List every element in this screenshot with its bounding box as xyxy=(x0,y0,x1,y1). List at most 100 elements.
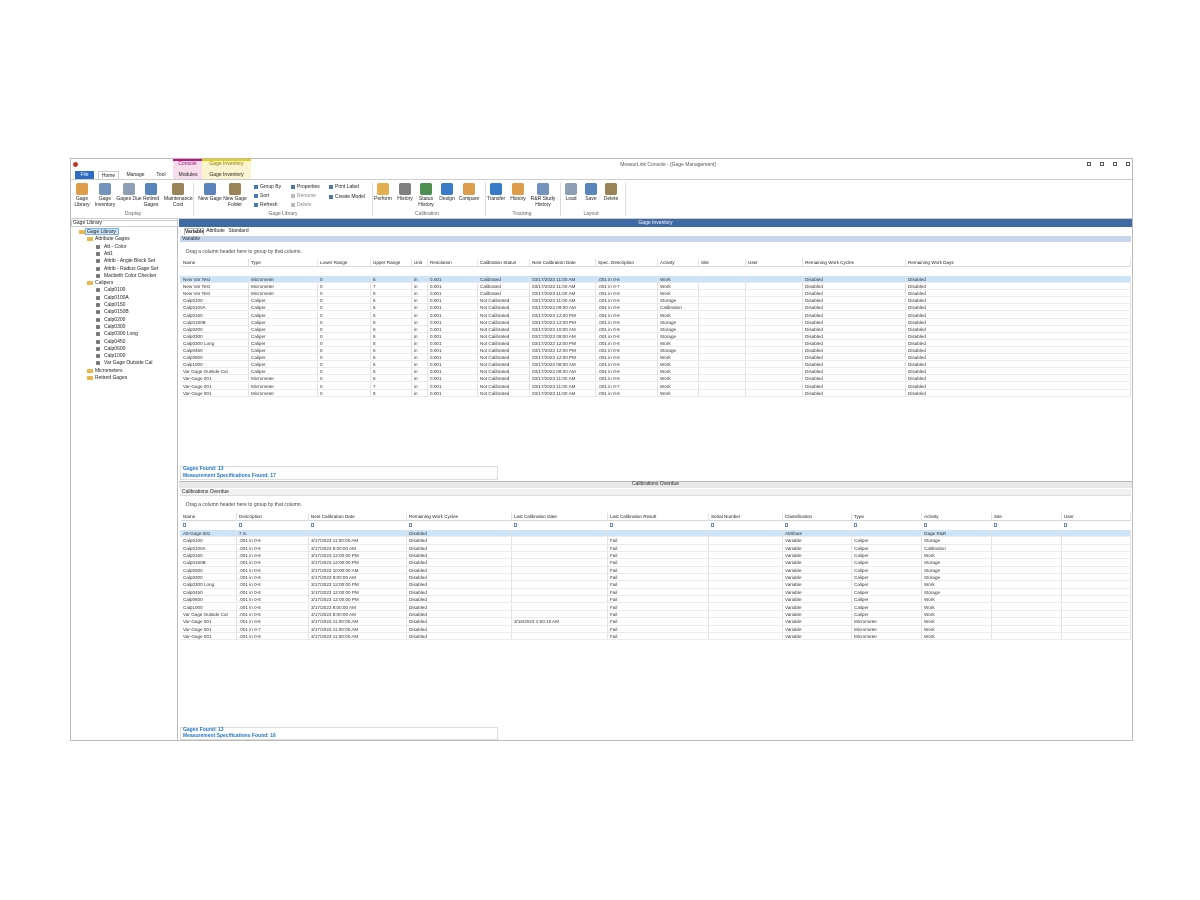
tree-item[interactable]: Calp0100A xyxy=(104,294,129,301)
column-header[interactable]: Type xyxy=(852,513,922,521)
ribbon-tab[interactable]: Modules xyxy=(178,172,198,178)
ribbon-tab[interactable]: Manage xyxy=(126,172,145,178)
tree-item[interactable]: Calp0150 xyxy=(104,302,126,308)
ribbon-button[interactable]: New Gage xyxy=(198,196,222,202)
grid-cell: Work xyxy=(922,596,992,604)
ribbon-button[interactable]: Gage Inventory xyxy=(94,196,116,208)
tree-item[interactable]: Macbeth Color Checker xyxy=(104,272,157,279)
ribbon-button[interactable]: History xyxy=(397,196,413,202)
column-header[interactable]: Last Calibration Date xyxy=(512,513,608,521)
tree-item[interactable]: Calp0450 xyxy=(104,338,126,345)
tree-folder[interactable]: Attribute Gages xyxy=(95,236,130,243)
tree-folder[interactable]: Retired Gages xyxy=(95,375,128,381)
column-header[interactable]: User xyxy=(746,259,803,267)
column-header[interactable]: User xyxy=(1062,513,1131,521)
ribbon-button[interactable]: Gages Due xyxy=(116,196,142,202)
grid-cell: 6 xyxy=(371,354,412,362)
filter-icon xyxy=(924,523,927,527)
tree-node[interactable]: Gage Library xyxy=(87,229,116,235)
view-tab[interactable]: Variable xyxy=(184,228,205,235)
grid-cell: .001 in 0-6 xyxy=(237,596,309,604)
grid-cell: Caliper xyxy=(249,325,318,333)
ribbon-tab[interactable]: Tool xyxy=(156,172,166,178)
ribbon-tab[interactable]: Home xyxy=(98,171,119,179)
tree-item[interactable]: Calp0600 xyxy=(104,345,126,352)
column-header[interactable]: Description xyxy=(237,513,309,521)
ribbon-tab[interactable]: File xyxy=(75,171,94,179)
selected-row xyxy=(180,276,1131,284)
ribbon-button[interactable]: Transfer xyxy=(486,196,506,202)
tree-item[interactable]: Calp1000 xyxy=(104,353,126,360)
ribbon-small-button[interactable]: Group By xyxy=(260,184,282,190)
ribbon-button[interactable]: Design xyxy=(439,196,455,202)
pane-header xyxy=(71,220,178,227)
ribbon-small-button[interactable]: Create Model xyxy=(335,194,366,200)
ribbon-small-button[interactable]: Rename xyxy=(297,193,316,199)
column-header[interactable]: Next Calibration Date xyxy=(530,259,596,267)
ribbon-tab[interactable]: Gage Inventory xyxy=(209,172,244,178)
column-header[interactable]: Next Calibration Date xyxy=(309,513,407,521)
grid-cell: in xyxy=(412,283,428,291)
grid-cell: .001 in 0-6 xyxy=(596,325,658,333)
tree-item[interactable]: Calp0150B xyxy=(104,309,129,316)
tree-folder[interactable]: Calipers xyxy=(95,280,114,287)
grid-cell xyxy=(699,347,746,355)
gage-icon xyxy=(96,266,100,271)
ribbon-small-button[interactable]: Properties xyxy=(297,184,320,190)
tree-item[interactable]: Attrib - Radius Gage Set xyxy=(104,265,159,272)
ribbon-button[interactable]: Load xyxy=(565,196,577,202)
tree-item[interactable]: Calp0100 xyxy=(104,287,126,294)
column-header[interactable]: Name xyxy=(181,259,249,267)
tree-item[interactable]: Calp0300 xyxy=(104,323,126,330)
ribbon-small-button[interactable]: Delete xyxy=(297,202,312,208)
ribbon-small-button[interactable]: Print Label xyxy=(335,184,359,190)
ribbon-separator xyxy=(485,182,486,216)
column-header[interactable]: Name xyxy=(181,513,237,521)
column-header[interactable]: Activity xyxy=(658,259,699,267)
ribbon-button[interactable]: Save xyxy=(585,196,597,202)
tree-item[interactable]: Calp0200 xyxy=(104,316,126,323)
context-bg xyxy=(173,161,202,179)
column-header[interactable]: Type xyxy=(249,259,318,267)
column-header[interactable]: Calibration Status xyxy=(478,259,530,267)
tree-folder[interactable]: Micrometers xyxy=(95,367,123,374)
ribbon-button[interactable]: Status History xyxy=(418,196,434,208)
ribbon-button[interactable]: Compare xyxy=(458,196,480,202)
view-tab[interactable]: Attribute xyxy=(206,228,225,234)
view-tab[interactable]: Standard xyxy=(228,228,249,234)
column-header[interactable]: Site xyxy=(992,513,1062,521)
column-header[interactable]: Site xyxy=(699,259,746,267)
ribbon-button[interactable]: Retired Gages xyxy=(142,196,160,208)
column-header[interactable]: Serial Number xyxy=(709,513,783,521)
grid-cell: 0.001 xyxy=(428,354,478,362)
ribbon-icon xyxy=(229,183,241,195)
ribbon-button[interactable]: New Gage Folder xyxy=(223,196,247,208)
column-header[interactable]: Upper Range xyxy=(371,259,412,267)
column-header[interactable]: Unit xyxy=(412,259,428,267)
column-header[interactable]: Last Calibration Result xyxy=(608,513,709,521)
tree-item[interactable]: Att - Color xyxy=(104,243,127,250)
grid-cell: 0 xyxy=(318,347,371,355)
column-header[interactable]: Remaining Work Cycles xyxy=(803,259,906,267)
ribbon-button[interactable]: Gage Library xyxy=(74,196,90,208)
column-header[interactable]: Remaining Work Cycles xyxy=(407,513,512,521)
grid-cell xyxy=(992,559,1062,567)
grid-cell: .001 in 0-6 xyxy=(237,588,309,597)
tree-item[interactable]: Var Gage Outside Cal xyxy=(104,360,153,367)
column-header[interactable]: Classification xyxy=(783,513,852,521)
tree-item[interactable]: Calp0300 Long xyxy=(104,331,138,338)
column-header[interactable]: Activity xyxy=(922,513,992,521)
column-header[interactable]: Resolution xyxy=(428,259,478,267)
tree-item[interactable]: Attrib - Angle Block Set xyxy=(104,258,156,265)
ribbon-small-button[interactable]: Refresh xyxy=(260,202,278,208)
ribbon-button[interactable]: Delete xyxy=(603,196,619,202)
column-header[interactable]: Lower Range xyxy=(318,259,371,267)
ribbon-small-button[interactable]: Sort xyxy=(260,193,270,199)
ribbon-button[interactable]: Maintenance Cost xyxy=(164,196,193,208)
ribbon-button[interactable]: History xyxy=(510,196,526,202)
column-header[interactable]: Remaining Work Days xyxy=(906,259,1131,267)
ribbon-button[interactable]: Perform xyxy=(374,196,392,202)
ribbon-button[interactable]: R&R Study History xyxy=(530,196,556,208)
column-header[interactable]: Spec. Description xyxy=(596,259,658,267)
tree-item[interactable]: Att1 xyxy=(104,250,113,257)
